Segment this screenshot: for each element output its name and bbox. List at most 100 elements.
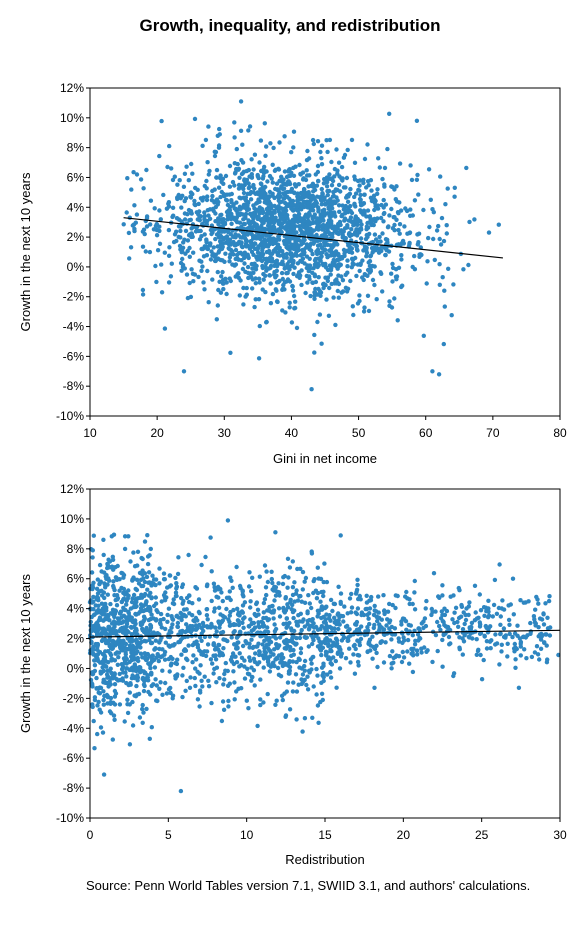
redistribution-data-point (147, 553, 152, 558)
gini-data-point (223, 173, 229, 179)
redistribution-data-point (145, 587, 150, 592)
gini-data-point (202, 210, 207, 215)
gini-data-point (264, 207, 269, 212)
gini-data-point (210, 188, 215, 194)
redistribution-data-point (223, 660, 228, 666)
gini-data-point (352, 242, 357, 247)
redistribution-x-axis-label: Redistribution (285, 852, 365, 867)
redistribution-data-point (486, 615, 491, 620)
gini-data-point (445, 186, 450, 191)
redistribution-data-point (484, 646, 490, 651)
gini-data-point (358, 208, 363, 213)
gini-data-point (157, 241, 163, 246)
gini-data-point (277, 278, 282, 284)
gini-data-point (181, 184, 187, 189)
redistribution-data-point (273, 585, 279, 590)
gini-data-point (200, 264, 205, 269)
redistribution-data-point (153, 677, 158, 682)
gini-data-point (184, 272, 190, 277)
redistribution-data-point (352, 671, 358, 676)
redistribution-data-point (246, 584, 252, 589)
redistribution-data-point (229, 635, 234, 640)
gini-y-tick-label: 12% (60, 81, 84, 95)
gini-data-point (241, 217, 246, 222)
redistribution-data-point (140, 655, 145, 660)
gini-data-point (189, 267, 194, 272)
redistribution-data-point (137, 570, 143, 576)
gini-data-point (434, 228, 440, 233)
gini-data-point (311, 266, 316, 271)
gini-data-point (294, 325, 300, 331)
redistribution-data-point (334, 685, 339, 690)
gini-data-point (442, 288, 447, 293)
redistribution-data-point (351, 652, 356, 657)
gini-data-point (203, 137, 209, 143)
redistribution-data-point (141, 710, 146, 715)
redistribution-data-point (331, 640, 336, 645)
gini-data-point (323, 265, 329, 270)
gini-data-point (362, 156, 368, 162)
redistribution-data-point (150, 631, 155, 636)
gini-data-point (188, 194, 193, 199)
redistribution-data-point (261, 610, 266, 615)
redistribution-data-point (122, 660, 128, 665)
redistribution-data-point (353, 646, 358, 652)
gini-data-point (259, 195, 264, 200)
redistribution-data-point (129, 657, 134, 663)
redistribution-data-point (276, 606, 282, 611)
redistribution-data-point (392, 632, 398, 637)
redistribution-data-point (329, 625, 334, 631)
redistribution-data-point (309, 549, 314, 554)
redistribution-data-point (208, 535, 213, 540)
gini-data-point (361, 309, 367, 314)
redistribution-data-point (265, 629, 271, 635)
gini-data-point (222, 229, 227, 234)
redistribution-data-point (389, 624, 394, 630)
redistribution-data-point (319, 691, 325, 696)
gini-data-point (390, 226, 396, 231)
redistribution-data-point (95, 641, 101, 647)
gini-data-point (153, 263, 158, 269)
gini-data-point (244, 292, 249, 297)
redistribution-data-point (130, 723, 136, 728)
gini-data-point (299, 207, 304, 212)
redistribution-data-point (109, 711, 114, 716)
redistribution-data-point (148, 546, 153, 552)
gini-data-point (291, 246, 296, 251)
gini-data-point (249, 174, 254, 179)
redistribution-data-point (184, 607, 189, 612)
redistribution-data-point (213, 657, 219, 662)
gini-data-point (278, 213, 283, 218)
redistribution-data-point (216, 620, 222, 626)
redistribution-data-point (198, 690, 203, 695)
gini-data-point (340, 203, 345, 208)
redistribution-data-point (383, 640, 388, 645)
gini-data-point (248, 211, 254, 216)
gini-data-point (348, 203, 353, 209)
redistribution-data-point (421, 619, 426, 624)
gini-data-point (326, 206, 331, 211)
gini-data-point (319, 156, 324, 161)
gini-data-point (300, 177, 306, 182)
gini-data-point (243, 241, 249, 247)
gini-data-point (397, 231, 402, 236)
redistribution-data-point (228, 575, 233, 580)
redistribution-data-point (399, 622, 404, 627)
redistribution-data-point (343, 656, 349, 661)
gini-x-tick-label: 10 (83, 426, 97, 440)
redistribution-data-point (258, 630, 263, 635)
redistribution-data-point (120, 664, 126, 669)
redistribution-data-point (180, 694, 185, 700)
gini-y-tick-label: 0% (67, 260, 85, 274)
redistribution-data-point (385, 609, 391, 614)
redistribution-data-point (157, 566, 162, 571)
gini-data-point (231, 252, 236, 257)
gini-data-point (424, 281, 429, 286)
gini-data-point (315, 247, 321, 252)
gini-data-point (248, 226, 254, 232)
redistribution-data-point (412, 607, 418, 612)
gini-data-point (262, 256, 267, 262)
gini-data-point (166, 253, 172, 258)
gini-data-point (282, 169, 288, 174)
gini-data-point (385, 240, 390, 245)
